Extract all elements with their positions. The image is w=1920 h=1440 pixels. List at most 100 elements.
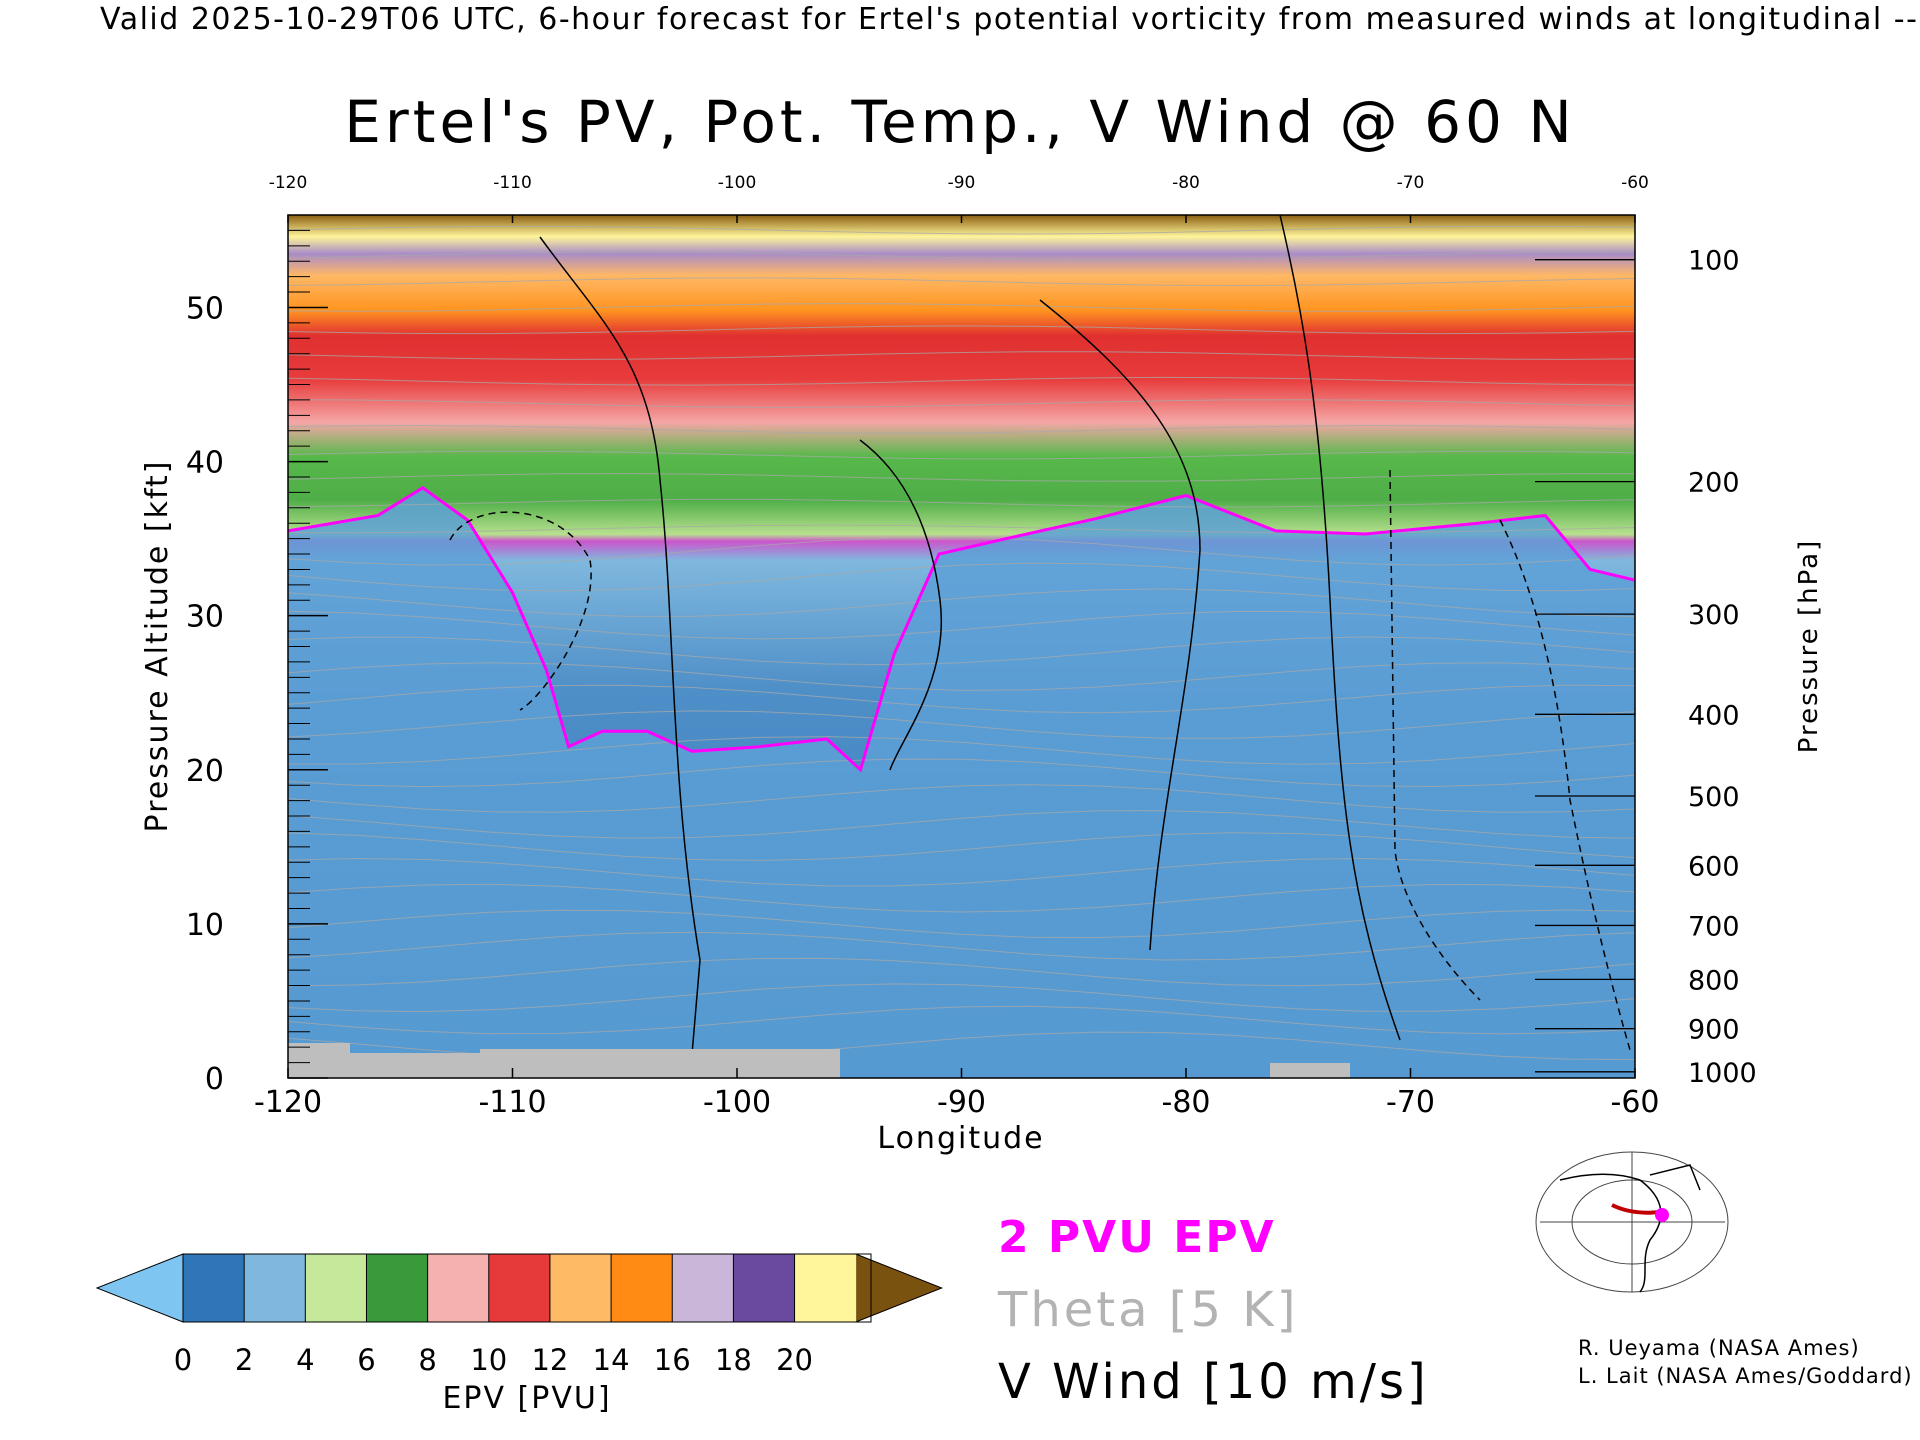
theta-contour-line bbox=[288, 473, 1635, 482]
x-tick-label: -90 bbox=[937, 1085, 986, 1120]
theta-contour-line bbox=[288, 857, 1635, 887]
theta-contour-line bbox=[288, 810, 1635, 839]
theta-contour-line bbox=[288, 710, 1635, 739]
pressure-tick-label: 1000 bbox=[1688, 1058, 1757, 1089]
theta-contour-line bbox=[288, 536, 1635, 566]
pressure-tick-label: 500 bbox=[1688, 782, 1740, 813]
ground-mask bbox=[288, 1043, 840, 1078]
valid-time-header: Valid 2025-10-29T06 UTC, 6-hour forecast… bbox=[100, 2, 1920, 37]
y-tick-label: 20 bbox=[186, 754, 224, 789]
vwind-contour-line bbox=[539, 236, 701, 1078]
legend-vwind: V Wind [10 m/s] bbox=[998, 1354, 1429, 1410]
theta-contour-line bbox=[288, 832, 1635, 861]
legend-theta: Theta [5 K] bbox=[998, 1282, 1299, 1338]
vwind-contour-line bbox=[859, 439, 943, 771]
theta-contour-line bbox=[288, 251, 1635, 261]
vwind-contour-line bbox=[449, 511, 592, 711]
pressure-axis-label: Pressure [hPa] bbox=[1794, 539, 1824, 754]
theta-contour-line bbox=[288, 498, 1635, 508]
theta-contour-line bbox=[288, 636, 1635, 666]
colorbar-tick-label: 14 bbox=[593, 1343, 630, 1377]
theta-contour-line bbox=[288, 351, 1635, 360]
legend-pv-contour: 2 PVU EPV bbox=[998, 1212, 1276, 1263]
colorbar-tick-label: 2 bbox=[235, 1343, 253, 1377]
vwind-contour-line bbox=[1389, 469, 1481, 1001]
theta-contour-line bbox=[288, 784, 1635, 813]
y-tick-label: 0 bbox=[205, 1062, 224, 1097]
vwind-contour-line bbox=[1499, 519, 1631, 1051]
colorbar-tick-label: 20 bbox=[776, 1343, 813, 1377]
theta-contour-line bbox=[288, 610, 1635, 640]
top-x-tick-label: -100 bbox=[718, 173, 757, 193]
theta-contour-line bbox=[288, 1005, 1635, 1035]
colorbar-cell bbox=[427, 1254, 490, 1322]
theta-contour-line bbox=[288, 684, 1635, 714]
section-marker bbox=[1655, 1208, 1669, 1222]
theta-contour-line bbox=[288, 736, 1635, 765]
theta-contour-line bbox=[288, 883, 1635, 913]
theta-contour-line bbox=[288, 303, 1635, 312]
x-tick-label: -100 bbox=[703, 1085, 771, 1120]
top-longitude-ticks: -120 -110 -100 -90 -80 -70 -60 bbox=[269, 173, 1649, 223]
credit-line: L. Lait (NASA Ames/Goddard) bbox=[1578, 1364, 1913, 1388]
theta-contour-line bbox=[288, 424, 1635, 434]
colorbar-cell bbox=[672, 1254, 734, 1322]
vwind-contour-line bbox=[1279, 215, 1401, 1041]
altitude-axis: 0 10 20 30 40 50 bbox=[186, 229, 328, 1097]
colorbar-cell bbox=[488, 1254, 551, 1322]
pressure-tick-label: 800 bbox=[1688, 965, 1740, 996]
theta-contour-line bbox=[288, 983, 1635, 1013]
theta-contour-line bbox=[288, 524, 1635, 534]
y-tick-label: 50 bbox=[186, 291, 224, 326]
colorbar-tick-label: 8 bbox=[418, 1343, 436, 1377]
troposphere-fill bbox=[288, 487, 1635, 1078]
theta-contour-line bbox=[288, 758, 1635, 788]
colorbar-tick-label: 12 bbox=[531, 1343, 568, 1377]
ground-mask bbox=[1270, 1063, 1350, 1078]
colorbar-under-arrow bbox=[95, 1253, 184, 1323]
colorbar-cell bbox=[794, 1254, 857, 1322]
location-map bbox=[1533, 1148, 1731, 1296]
top-x-tick-label: -90 bbox=[948, 173, 976, 193]
theta-contour-line bbox=[288, 225, 1635, 235]
colorbar-tick-label: 16 bbox=[654, 1343, 691, 1377]
pv-2pvu-contour bbox=[288, 485, 1635, 773]
pressure-tick-label: 700 bbox=[1688, 911, 1740, 942]
y-tick-label: 40 bbox=[186, 446, 224, 481]
colorbar-label: EPV [PVU] bbox=[442, 1381, 611, 1416]
colorbar-tick-label: 10 bbox=[470, 1343, 507, 1377]
vwind-contour-line bbox=[1039, 299, 1201, 951]
longitude-axis: -120 -110 -100 -90 -80 -70 -60 bbox=[254, 1068, 1660, 1120]
colorbar-cell bbox=[611, 1254, 673, 1322]
theta-contour-line bbox=[288, 588, 1635, 618]
pressure-tick-label: 900 bbox=[1688, 1015, 1740, 1046]
colorbar-cell bbox=[733, 1254, 796, 1322]
colorbar-cell bbox=[244, 1254, 306, 1322]
theta-contour-line bbox=[288, 450, 1635, 460]
colorbar-tick-label: 0 bbox=[174, 1343, 192, 1377]
theta-contour-line bbox=[288, 909, 1635, 939]
colorbar: 0 2 4 6 8 10 12 14 16 18 20 EPV [PVU] bbox=[95, 1253, 944, 1416]
pressure-tick-label: 100 bbox=[1688, 246, 1740, 277]
theta-contour-line bbox=[288, 277, 1635, 287]
x-tick-label: -80 bbox=[1162, 1085, 1211, 1120]
top-x-tick-label: -110 bbox=[493, 173, 532, 193]
plot-area bbox=[288, 215, 1635, 1078]
coastline bbox=[1559, 1164, 1701, 1293]
x-tick-label: -110 bbox=[478, 1085, 546, 1120]
top-x-tick-label: -120 bbox=[269, 173, 308, 193]
colorbar-frame bbox=[182, 1253, 872, 1323]
theta-contour-line bbox=[288, 376, 1635, 386]
x-tick-label: -60 bbox=[1611, 1085, 1660, 1120]
cross-section-path bbox=[1611, 1203, 1661, 1215]
y-tick-label: 30 bbox=[186, 600, 224, 635]
x-axis-label: Longitude bbox=[877, 1121, 1044, 1156]
theta-contours bbox=[288, 225, 1635, 1061]
colorbar-cell bbox=[305, 1254, 367, 1322]
colorbar-cell bbox=[549, 1254, 612, 1322]
theta-contour-line bbox=[288, 957, 1635, 987]
colorbar-tick-label: 4 bbox=[296, 1343, 314, 1377]
pressure-tick-label: 200 bbox=[1688, 468, 1740, 499]
credit-line: R. Ueyama (NASA Ames) bbox=[1578, 1336, 1860, 1360]
